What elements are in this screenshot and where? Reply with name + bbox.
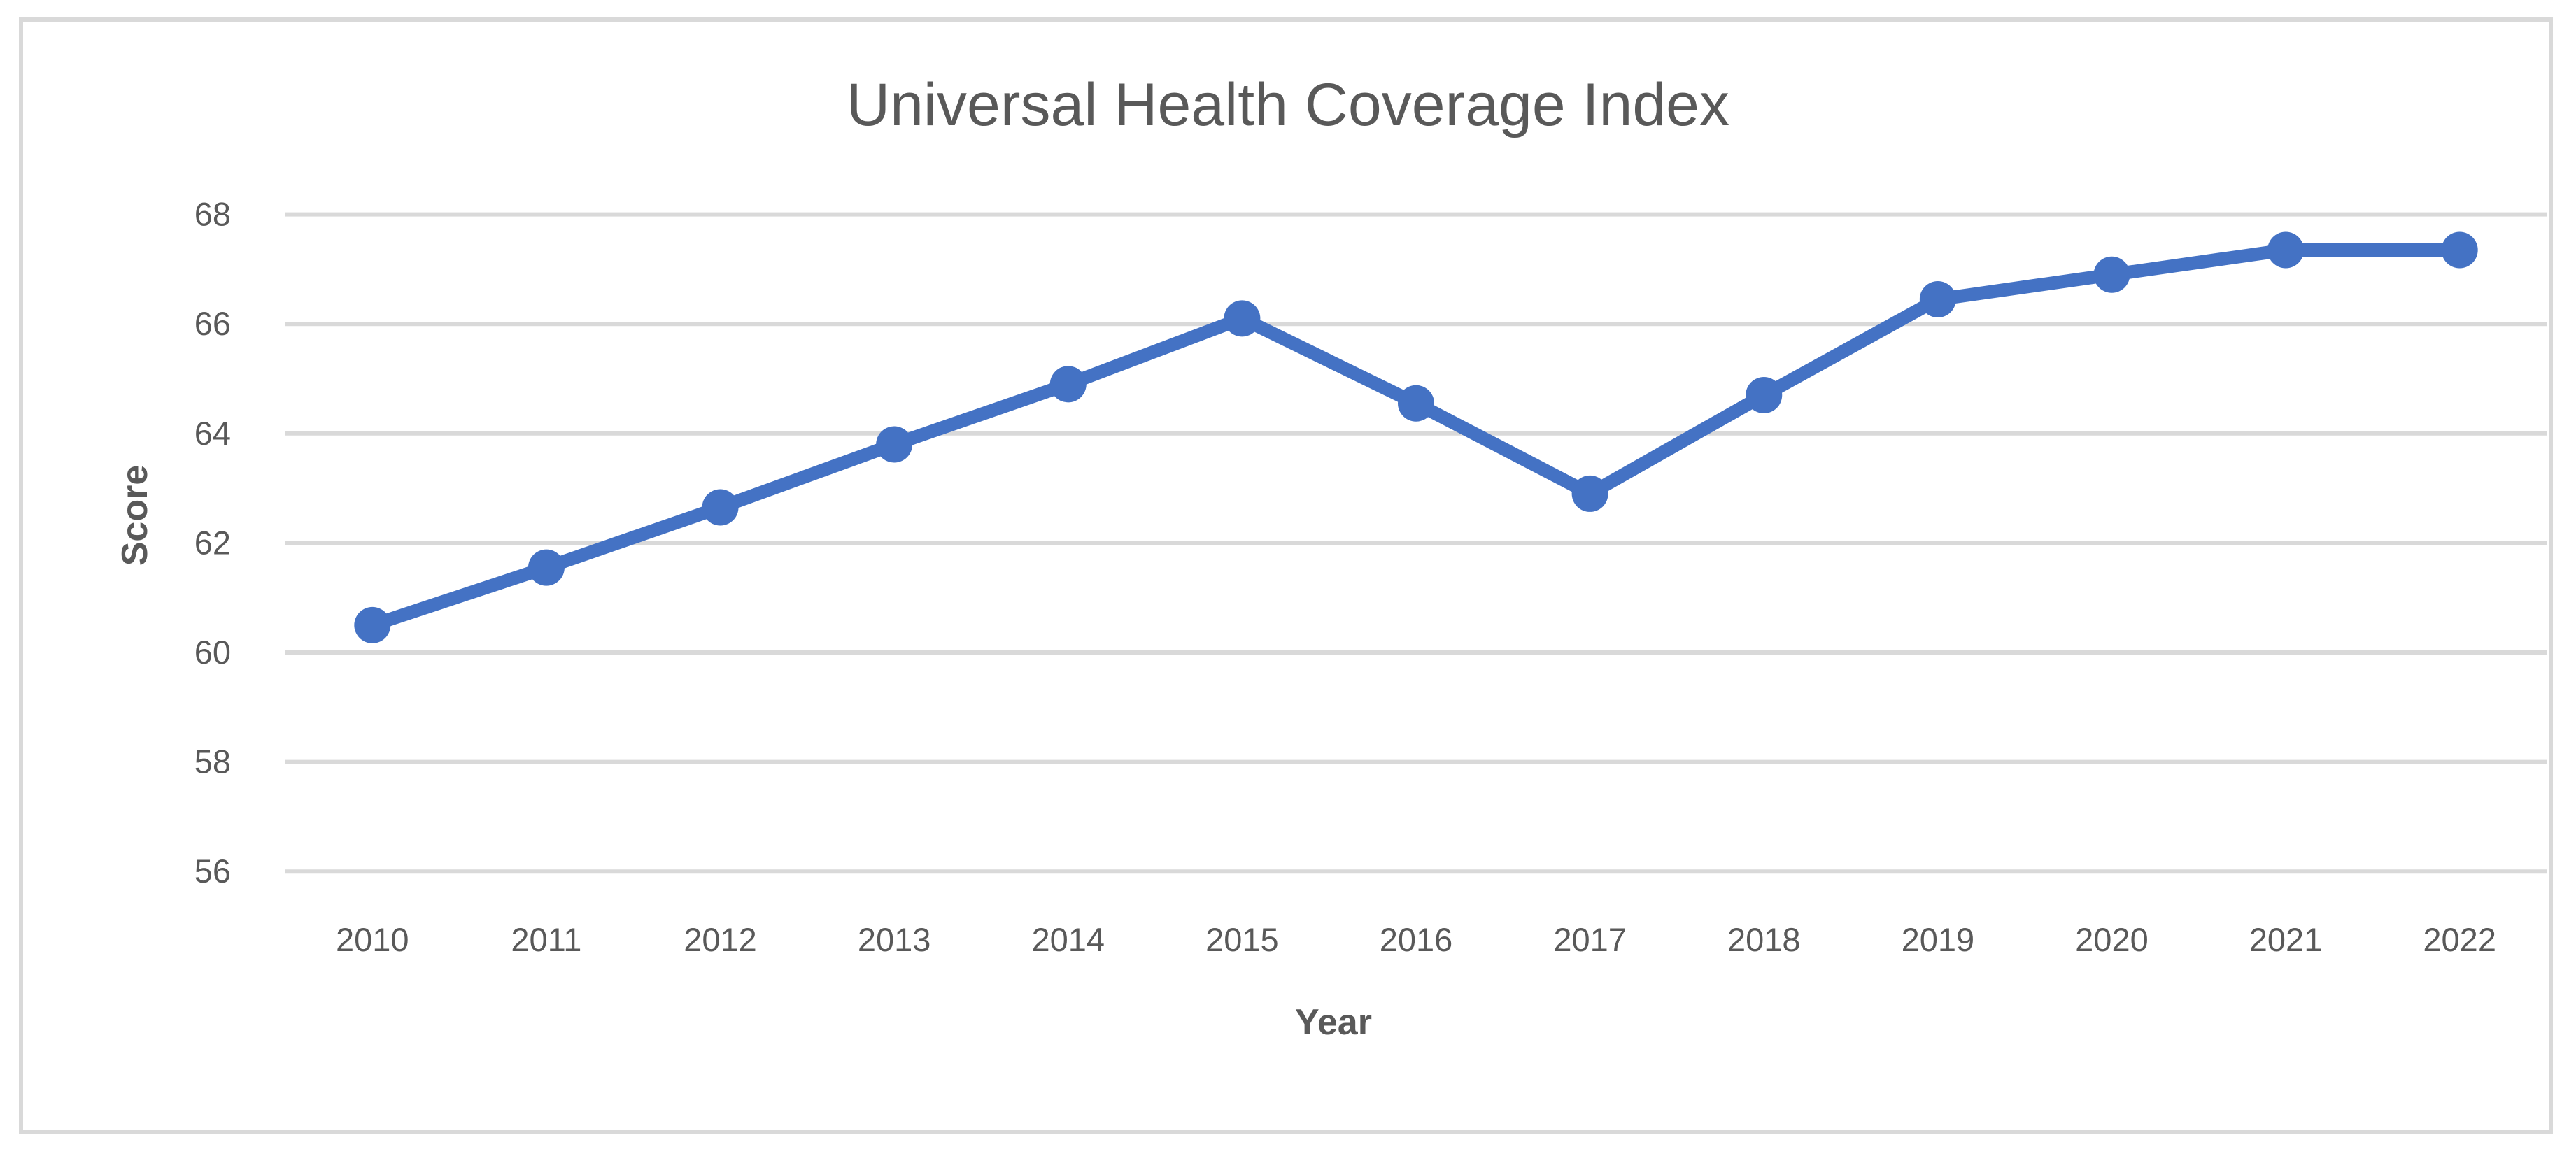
y-tick-label: 56 [194,852,231,890]
chart-outer-border [19,17,2553,1134]
y-tick-label: 60 [194,634,231,671]
y-tick-label: 68 [194,196,231,233]
data-line [365,243,2467,632]
y-tick-label: 58 [194,743,231,780]
data-point [528,549,565,586]
x-tick-label: 2019 [1902,921,1975,958]
y-tick-label: 62 [194,524,231,561]
x-tick-label: 2015 [1205,921,1279,958]
x-axis-title: Year [1295,1002,1372,1043]
data-point [1571,475,1608,512]
data-point [2267,231,2305,269]
data-point [2441,231,2478,269]
x-tick-label: 2017 [1553,921,1627,958]
x-tick-label: 2020 [2075,921,2149,958]
x-tick-label: 2021 [2249,921,2323,958]
chart-title: Universal Health Coverage Index [847,71,1729,138]
data-point [1746,376,1783,413]
y-axis-title: Score [115,464,155,566]
data-point [1919,280,1956,317]
x-tick-label: 2013 [858,921,931,958]
data-point [1398,385,1434,422]
x-tick-label: 2016 [1380,921,1453,958]
y-tick-label: 64 [194,415,231,452]
data-point [2093,256,2130,293]
x-tick-label: 2018 [1727,921,1801,958]
x-tick-label: 2012 [684,921,757,958]
x-tick-label: 2010 [336,921,409,958]
data-point [1049,366,1087,403]
data-point [876,426,913,463]
data-point [354,606,391,643]
x-tick-label: 2022 [2423,921,2496,958]
data-point [702,489,739,526]
x-tick-label: 2014 [1031,921,1105,958]
x-tick-label: 2011 [511,921,581,958]
y-tick-label: 66 [194,305,231,342]
data-point [1224,300,1261,337]
